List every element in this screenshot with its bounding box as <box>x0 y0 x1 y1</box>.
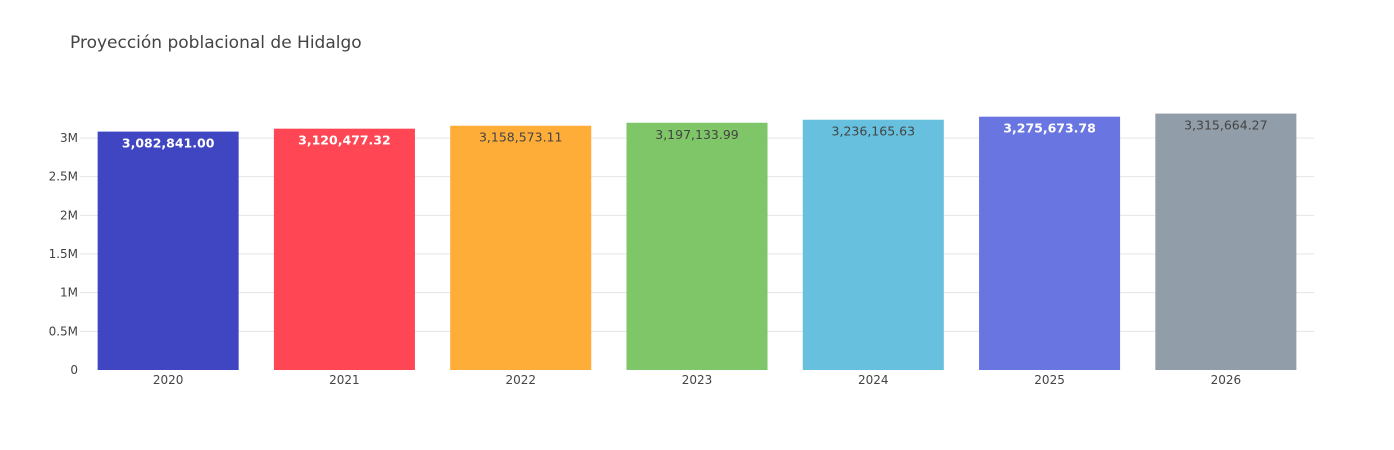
bar-2021 <box>273 128 415 370</box>
bar-2026 <box>1155 113 1297 371</box>
bar-value-label: 3,275,673.78 <box>1003 121 1096 136</box>
x-tick-label: 2021 <box>329 373 360 387</box>
bar-2022 <box>450 125 592 370</box>
bar-value-label: 3,197,133.99 <box>655 127 739 142</box>
y-tick-label: 3M <box>60 131 78 145</box>
chart-title: Proyección poblacional de Hidalgo <box>70 33 362 53</box>
y-tick-label: 0.5M <box>49 324 78 338</box>
bar-value-label: 3,082,841.00 <box>122 136 215 151</box>
bar-2025 <box>979 116 1121 370</box>
bar-value-labels: 3,082,841.00 3,120,477.32 3,158,573.11 3,19… <box>122 118 1268 151</box>
bar-2024 <box>802 119 944 370</box>
y-tick-label: 1M <box>60 286 78 300</box>
x-tick-label: 2023 <box>682 373 713 387</box>
bars <box>97 113 1297 371</box>
y-tick-label: 2M <box>60 208 78 222</box>
bar-value-label: 3,315,664.27 <box>1184 118 1268 133</box>
x-tick-label: 2022 <box>505 373 536 387</box>
bar-2020 <box>97 131 239 370</box>
bar-value-label: 3,158,573.11 <box>479 130 563 145</box>
x-axis-tick-labels: 2020 2021 2022 2023 2024 2025 2026 <box>153 373 1241 387</box>
y-tick-label: 0 <box>70 363 78 377</box>
y-axis-tick-labels: 0 0.5M 1M 1.5M 2M 2.5M 3M <box>49 131 78 377</box>
bar-2023 <box>626 122 768 370</box>
bar-value-label: 3,236,165.63 <box>832 124 916 139</box>
x-tick-label: 2020 <box>153 373 184 387</box>
bar-value-label: 3,120,477.32 <box>298 133 391 148</box>
y-tick-label: 2.5M <box>49 170 78 184</box>
x-tick-label: 2024 <box>858 373 889 387</box>
x-tick-label: 2025 <box>1034 373 1065 387</box>
x-tick-label: 2026 <box>1211 373 1242 387</box>
y-tick-label: 1.5M <box>49 247 78 261</box>
